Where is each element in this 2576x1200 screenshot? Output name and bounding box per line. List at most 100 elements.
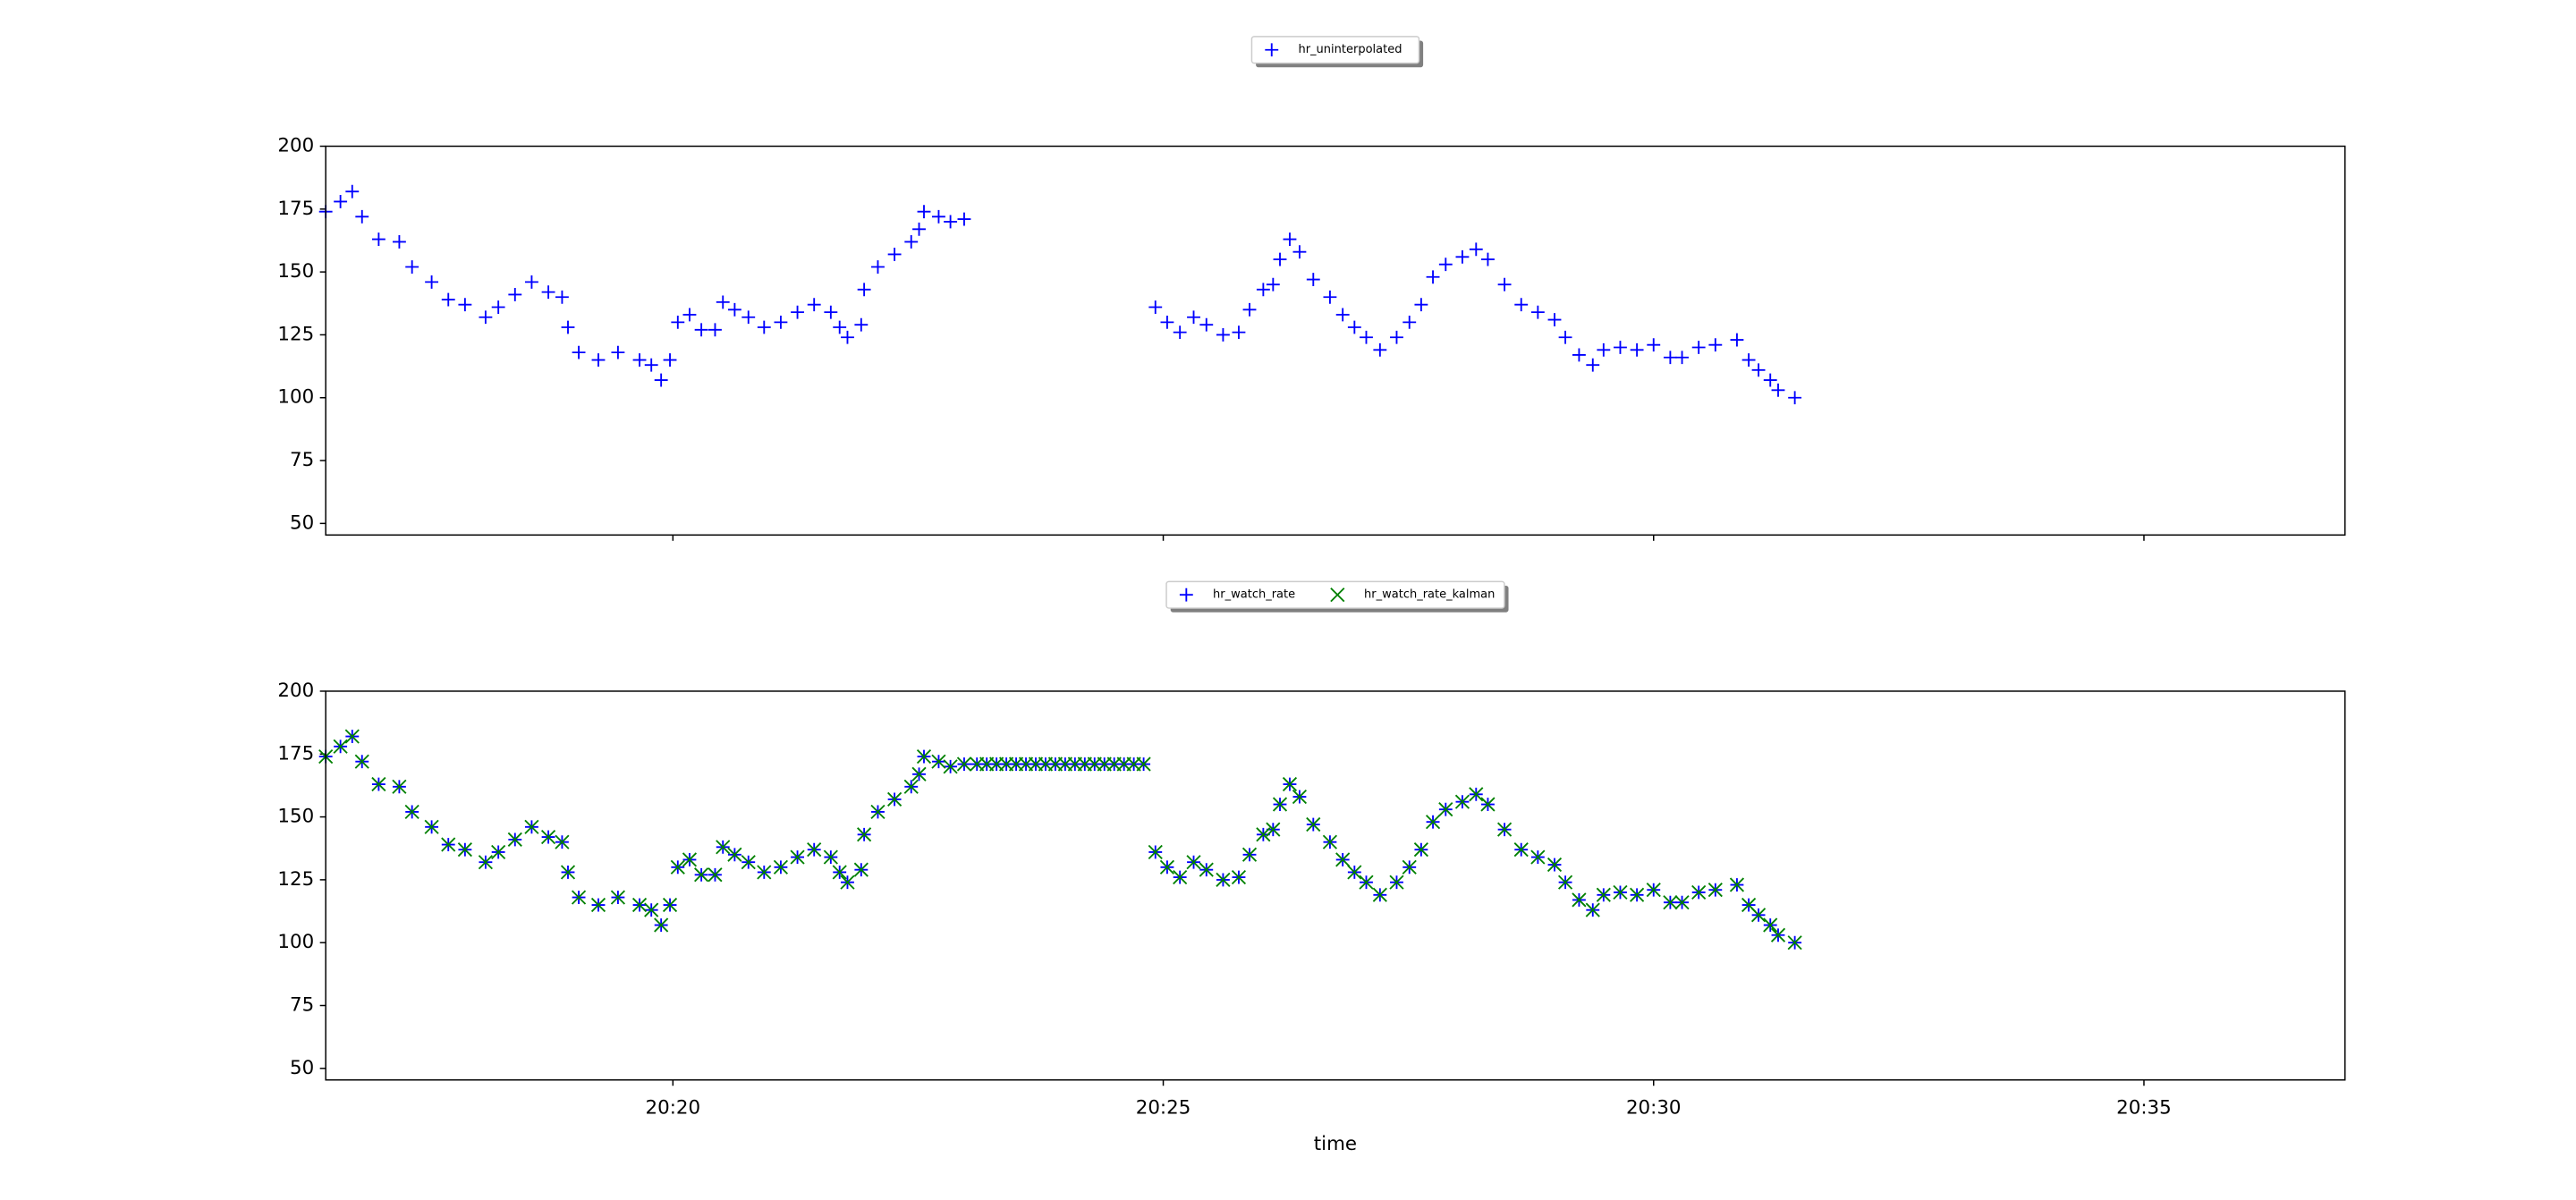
x-axis-label: time [1314,1133,1357,1155]
marker [561,320,575,334]
marker [507,832,522,847]
marker [663,353,677,367]
marker [1730,333,1744,347]
marker [1159,859,1175,875]
marker [1389,875,1404,890]
marker [1585,902,1600,917]
marker [1199,317,1214,332]
marker [355,209,369,224]
legend-marker [1265,43,1279,57]
marker [1216,872,1231,887]
marker [857,283,871,297]
y-tick-label: 50 [290,511,314,534]
marker [1426,270,1440,284]
marker [757,865,772,880]
marker [1402,859,1417,875]
marker [441,837,456,852]
marker [1413,842,1428,858]
marker [1173,869,1188,885]
marker [887,791,902,807]
marker [708,867,723,883]
marker [458,298,472,312]
y-tick-label: 200 [277,680,314,702]
marker [644,902,659,917]
marker [1173,325,1187,340]
marker [1613,884,1628,900]
marker [670,859,685,875]
marker [1438,258,1453,272]
marker [682,308,697,322]
marker [441,292,455,307]
marker [1663,351,1677,365]
marker [807,298,821,312]
marker [1514,298,1529,312]
marker [932,209,945,224]
marker [823,849,838,865]
y-tick-label: 150 [277,806,314,828]
marker [631,897,648,913]
marker [741,310,756,325]
marker [1788,391,1802,405]
marker [1292,245,1307,259]
marker [1372,887,1387,902]
marker [727,302,741,317]
marker [807,842,822,858]
marker [555,290,569,304]
marker [1241,847,1258,862]
marker [1373,342,1387,357]
marker [912,222,926,236]
marker [654,917,669,933]
marker [1663,895,1678,910]
y-tick-label: 125 [277,323,314,345]
marker [774,315,788,329]
marker [1148,844,1163,860]
marker [1455,249,1470,264]
marker [1438,802,1453,817]
marker [957,212,971,226]
marker [682,852,698,867]
marker [404,804,419,820]
marker [1763,373,1777,387]
marker [903,779,919,794]
marker [1273,252,1287,266]
marker [1741,353,1756,367]
marker [1231,869,1247,885]
marker [425,275,439,289]
marker [1647,338,1661,352]
marker [392,234,406,249]
marker [424,819,439,834]
marker [1323,290,1337,304]
marker [1335,852,1351,867]
marker [1729,877,1745,892]
marker [540,829,556,845]
marker [1675,351,1689,365]
marker [1292,789,1308,805]
marker [841,330,854,344]
marker [555,834,570,849]
marker [1186,855,1201,870]
marker [405,260,419,274]
marker [1547,313,1562,326]
marker [571,890,587,905]
marker [354,754,369,769]
marker [1630,887,1645,902]
marker [560,865,576,880]
marker [716,295,730,309]
marker [1347,865,1362,880]
marker [832,865,847,880]
marker [611,345,625,359]
marker [1572,348,1586,362]
marker [610,890,626,905]
marker [917,205,931,219]
legend-box [1165,580,1505,609]
marker [1763,917,1778,933]
x-tick-label: 20:20 [646,1096,701,1119]
marker [524,819,539,834]
marker [508,288,522,301]
marker [632,353,647,367]
marker [931,754,946,769]
marker [1630,342,1644,357]
marker [694,323,708,337]
marker [857,827,872,842]
marker [654,373,668,387]
